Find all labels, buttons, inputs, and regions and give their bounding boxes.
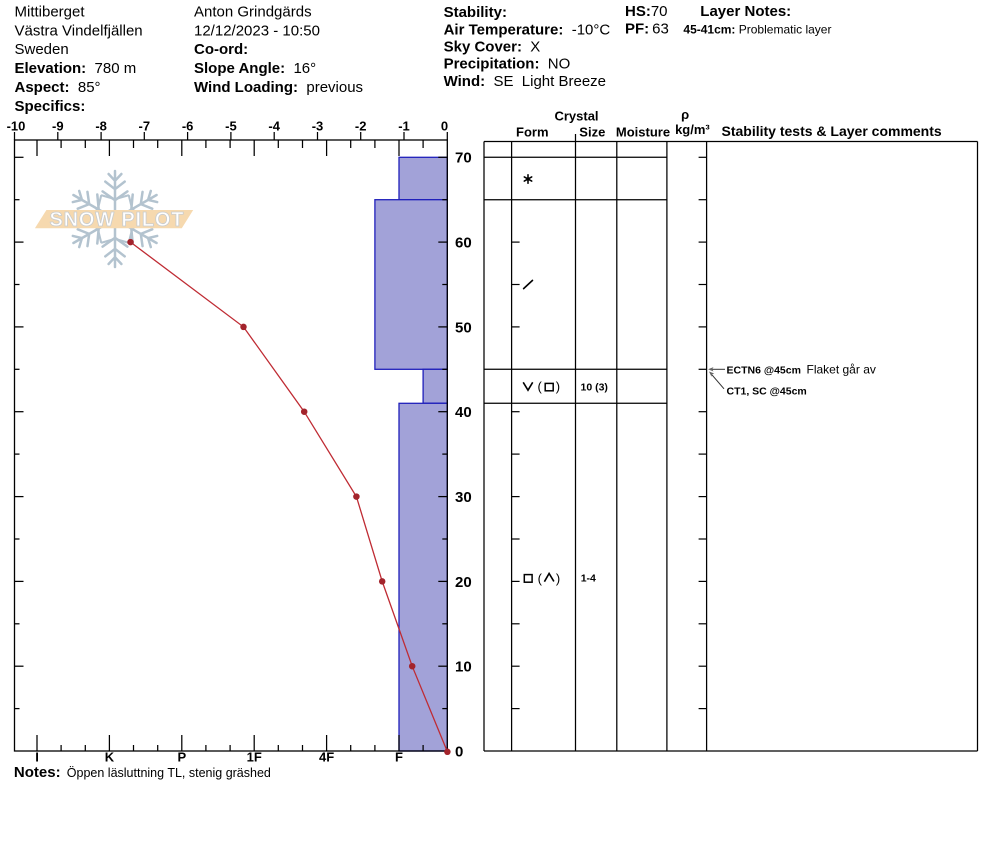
svg-text:-6: -6 [182,119,194,134]
svg-text:0: 0 [441,119,448,134]
svg-text:Air Temperature: -10°C: Air Temperature: -10°C [444,21,611,38]
svg-text:I: I [35,750,39,765]
svg-text:1F: 1F [247,750,262,765]
svg-text:Flaket går av: Flaket går av [807,362,876,376]
svg-text:Size: Size [579,124,605,139]
svg-text:60: 60 [455,235,472,252]
svg-text:-10: -10 [7,119,26,134]
svg-text:-3: -3 [312,119,324,134]
svg-text:Specifics:: Specifics: [15,98,86,115]
svg-text:Stability tests & Layer commen: Stability tests & Layer comments [722,123,942,139]
svg-text:Notes:: Notes: [14,764,61,781]
svg-text:Wind Loading: previous: Wind Loading: previous [194,79,363,96]
svg-text:(: ( [538,379,543,394]
svg-text:70: 70 [455,150,472,167]
svg-text:30: 30 [455,489,472,506]
svg-text:K: K [105,750,115,765]
svg-text:Wind: SE Light Breeze: Wind: SE Light Breeze [444,73,606,90]
svg-text:-2: -2 [355,119,367,134]
svg-text:SNOW PILOT: SNOW PILOT [50,209,186,231]
svg-text:ρ: ρ [681,107,689,122]
svg-text:Sky Cover: X: Sky Cover: X [444,39,541,56]
svg-text:-9: -9 [52,119,64,134]
svg-text:(: ( [538,571,543,586]
svg-text:CT1, SC @45cm: CT1, SC @45cm [727,385,807,397]
svg-text:Anton Grindgärds: Anton Grindgärds [194,4,312,21]
svg-text:45-41cm: Problematic layer: 45-41cm: Problematic layer [683,22,831,36]
svg-text:20: 20 [455,574,472,591]
svg-text:Crystal: Crystal [554,109,598,124]
svg-text:HS:70: HS:70 [625,3,668,20]
svg-text:12/12/2023 - 10:50: 12/12/2023 - 10:50 [194,22,320,39]
svg-text:Moisture: Moisture [616,124,670,139]
svg-text:Stability:: Stability: [444,4,507,21]
svg-text:Form: Form [516,124,549,139]
svg-text:F: F [395,750,403,765]
svg-text:Co-ord:: Co-ord: [194,41,248,58]
svg-text:Mittiberget: Mittiberget [15,4,86,21]
svg-text:4F: 4F [319,750,334,765]
svg-text:-5: -5 [225,119,237,134]
svg-text:kg/m³: kg/m³ [675,122,710,137]
svg-text:Layer Notes:: Layer Notes: [700,3,791,20]
svg-text:-8: -8 [95,119,107,134]
svg-text:Västra Vindelfjällen: Västra Vindelfjällen [15,22,143,39]
svg-text:Precipitation: NO: Precipitation: NO [444,56,571,73]
svg-text:P: P [177,750,186,765]
svg-text:): ) [556,571,560,586]
svg-text:10: 10 [455,659,472,676]
svg-text:-1: -1 [398,119,410,134]
svg-text:-4: -4 [268,119,280,134]
svg-text:PF: 63: PF: 63 [625,20,669,37]
svg-text:50: 50 [455,319,472,336]
svg-text:-7: -7 [139,119,151,134]
svg-text:ECTN6 @45cm: ECTN6 @45cm [727,364,801,376]
svg-text:Slope Angle: 16°: Slope Angle: 16° [194,60,316,77]
svg-text:10 (3): 10 (3) [581,382,608,394]
svg-text:Aspect: 85°: Aspect: 85° [15,79,101,96]
svg-text:1-4: 1-4 [581,573,596,585]
svg-text:Öppen läsluttning TL, stenig g: Öppen läsluttning TL, stenig gräshed [67,766,271,780]
svg-text:0: 0 [455,743,463,760]
svg-text:Sweden: Sweden [15,41,69,58]
svg-text:40: 40 [455,404,472,421]
svg-text:): ) [556,379,560,394]
svg-text:Elevation: 780 m: Elevation: 780 m [15,60,137,77]
